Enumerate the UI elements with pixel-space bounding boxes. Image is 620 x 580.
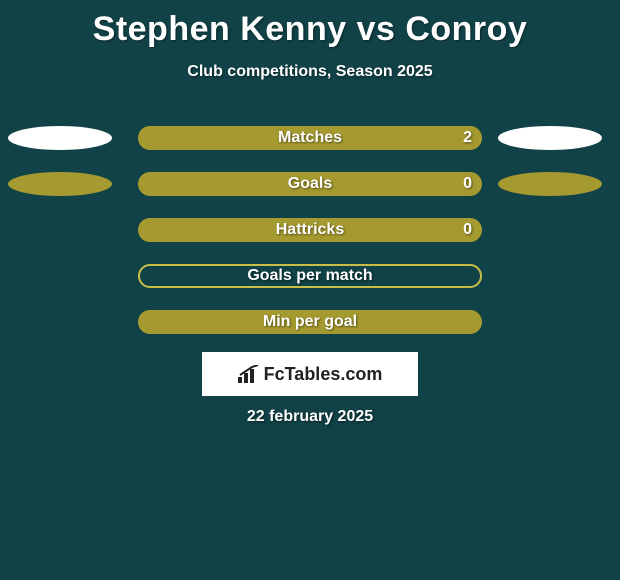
stat-row: Goals 0 xyxy=(0,166,620,212)
stat-row: Goals per match xyxy=(0,258,620,304)
stat-bar: Matches 2 xyxy=(138,126,482,150)
stat-label: Goals xyxy=(288,175,332,193)
fctables-logo: FcTables.com xyxy=(238,364,383,385)
stat-bar: Goals 0 xyxy=(138,172,482,196)
stat-value: 0 xyxy=(463,221,472,239)
stat-label: Hattricks xyxy=(276,221,344,239)
player-b-marker xyxy=(498,126,602,150)
logo-text: FcTables.com xyxy=(264,364,383,385)
player-a-marker xyxy=(8,126,112,150)
stat-value: 0 xyxy=(463,175,472,193)
stat-bar: Min per goal xyxy=(138,310,482,334)
page-title: Stephen Kenny vs Conroy xyxy=(0,0,620,49)
player-a-marker xyxy=(8,172,112,196)
chart-icon xyxy=(238,365,260,383)
stat-value: 2 xyxy=(463,129,472,147)
stat-label: Matches xyxy=(278,129,342,147)
player-b-marker xyxy=(498,172,602,196)
stat-row: Matches 2 xyxy=(0,120,620,166)
date-label: 22 february 2025 xyxy=(0,408,620,426)
stat-label: Min per goal xyxy=(263,313,357,331)
stat-bar: Goals per match xyxy=(138,264,482,288)
stat-row: Min per goal xyxy=(0,304,620,350)
stat-bar: Hattricks 0 xyxy=(138,218,482,242)
stat-row: Hattricks 0 xyxy=(0,212,620,258)
comparison-chart: Matches 2 Goals 0 Hattricks 0 Goals per match M… xyxy=(0,120,620,350)
page-subtitle: Club competitions, Season 2025 xyxy=(0,63,620,81)
logo-box: FcTables.com xyxy=(202,352,418,396)
stat-label: Goals per match xyxy=(247,267,372,285)
